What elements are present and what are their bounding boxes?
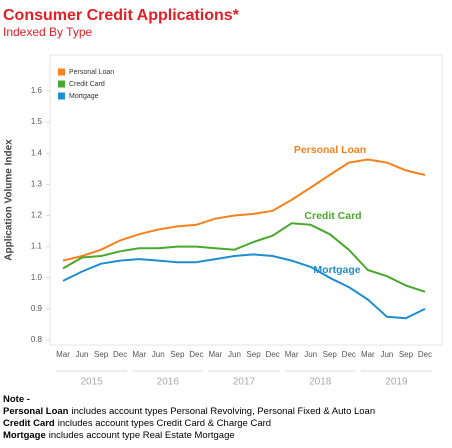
series-line [62, 253, 426, 320]
note-item: Mortgage includes account type Real Estat… [3, 430, 375, 442]
legend-swatch [58, 68, 65, 76]
chart-title: Consumer Credit Applications* [3, 7, 240, 24]
note-item: Personal Loan includes account types Pers… [3, 406, 375, 418]
y-tick-label: 0.8 [31, 335, 43, 344]
y-tick-label: 1.3 [31, 179, 43, 188]
series-line [62, 158, 426, 262]
series-label: Mortgage [313, 264, 360, 276]
y-tick-label: 0.9 [31, 304, 43, 313]
series-line [62, 222, 426, 293]
chart: Consumer Credit Applications* Indexed By… [3, 7, 443, 388]
y-tick-label: 1.2 [31, 211, 43, 220]
series-label: Credit Card [304, 210, 361, 222]
note-item: Credit Card includes account types Credit… [3, 418, 375, 430]
x-tick-label: Mar [285, 350, 299, 359]
y-tick-label: 1.1 [31, 242, 43, 251]
x-tick-label: Jun [76, 350, 89, 359]
y-tick-label: 1.4 [31, 148, 43, 157]
x-tick-label: Dec [418, 350, 432, 359]
x-tick-label: Jun [380, 350, 393, 359]
x-tick-label: Dec [189, 350, 203, 359]
x-tick-label: Dec [113, 350, 127, 359]
y-tick-label: 1.0 [31, 273, 43, 282]
legend-label: Mortgage [69, 93, 99, 100]
x-tick-label: Sep [246, 350, 261, 359]
notes-heading: Note - [3, 394, 30, 405]
note-text: includes account types Personal Revolvin… [71, 406, 376, 417]
legend-label: Credit Card [69, 81, 105, 88]
plot-border [49, 54, 443, 346]
x-tick-label: Mar [361, 350, 375, 359]
year-label: 2018 [309, 377, 332, 388]
year-label: 2016 [157, 377, 180, 388]
y-axis-title: Application Volume Index [4, 139, 15, 261]
x-tick-label: Dec [265, 350, 279, 359]
x-tick-label: Jun [304, 350, 317, 359]
year-label: 2017 [233, 377, 256, 388]
x-tick-label: Mar [209, 350, 223, 359]
x-tick-label: Sep [170, 350, 185, 359]
series-label: Personal Loan [294, 144, 366, 156]
x-tick-label: Sep [399, 350, 414, 359]
legend-swatch [58, 80, 65, 88]
year-label: 2015 [80, 377, 103, 388]
note-text: includes account type Real Estate Mortga… [48, 430, 235, 441]
x-tick-label: Mar [132, 350, 146, 359]
y-tick-label: 1.6 [31, 86, 43, 95]
note-term: Mortgage [3, 430, 46, 441]
note-term: Credit Card [3, 418, 55, 429]
notes: Note - Personal Loan includes account typ… [3, 394, 375, 442]
x-tick-label: Sep [323, 350, 338, 359]
x-tick-label: Jun [152, 350, 165, 359]
legend-swatch [58, 92, 65, 100]
x-tick-label: Jun [228, 350, 241, 359]
note-term: Personal Loan [3, 406, 69, 417]
x-tick-label: Sep [94, 350, 109, 359]
note-text: includes account types Credit Card & Cha… [57, 418, 272, 429]
year-label: 2019 [385, 377, 408, 388]
x-tick-label: Mar [56, 350, 70, 359]
x-tick-label: Dec [342, 350, 356, 359]
y-tick-label: 1.5 [31, 117, 43, 126]
legend-label: Personal Loan [69, 69, 114, 76]
chart-subtitle: Indexed By Type [3, 25, 93, 39]
